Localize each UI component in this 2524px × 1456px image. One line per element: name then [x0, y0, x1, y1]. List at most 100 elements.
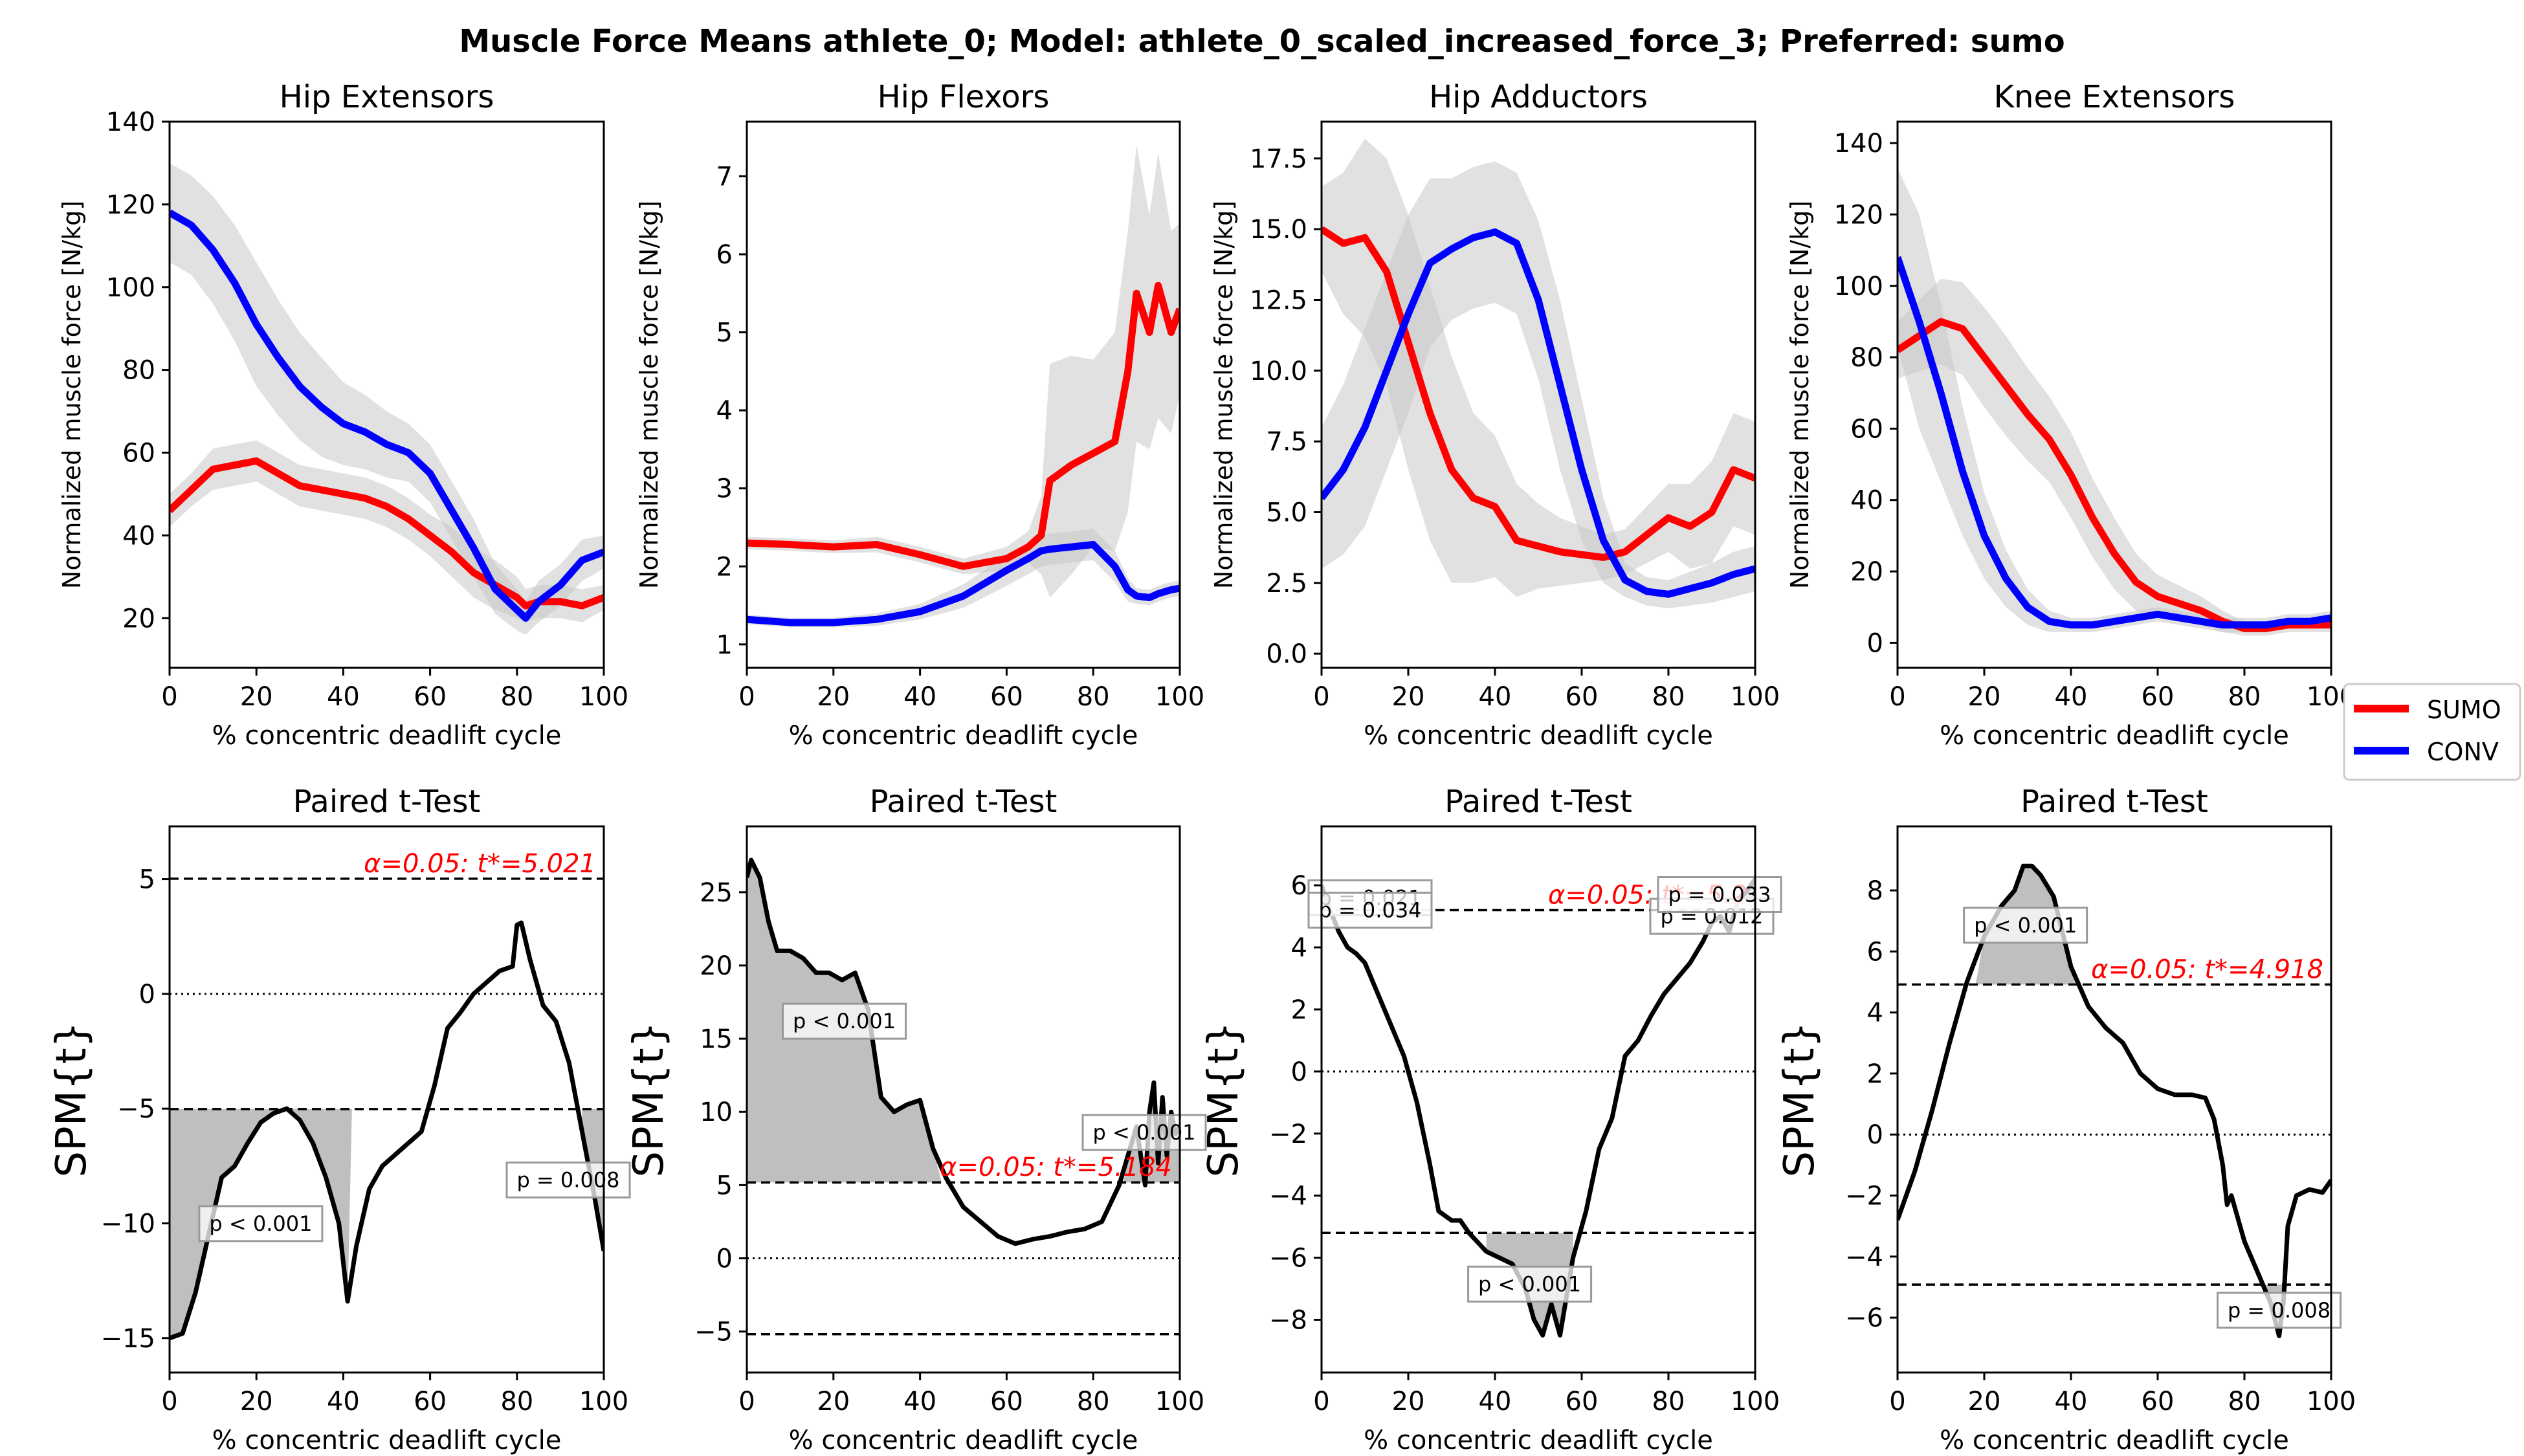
- panel-force-3: 0 20 40 60 80 100 0.0 2.5 5.0 7.5 10.0 12.5 15.0 17.5…: [1210, 79, 1780, 751]
- cluster-p-box: [198, 1205, 324, 1242]
- y-tick-label: 2: [1867, 1059, 1883, 1089]
- y-tick-label: 17.5: [1250, 144, 1307, 174]
- legend-label-sumo: SUMO: [2427, 696, 2501, 724]
- y-tick-label: −6: [1845, 1303, 1883, 1333]
- series-line-conv: [747, 540, 1180, 626]
- y-tick-label: −2: [1269, 1120, 1307, 1149]
- spm-curve: [170, 920, 604, 1341]
- sd-band-sumo: [1322, 138, 1755, 597]
- y-tick-label: 0: [139, 980, 155, 1009]
- y-tick-label: 20: [1850, 557, 1883, 587]
- y-tick-label: 20: [700, 951, 733, 981]
- y-tick-label: 140: [106, 107, 155, 137]
- x-tick-label: 0: [1889, 1387, 1905, 1417]
- y-tick-label: −5: [117, 1094, 155, 1124]
- x-tick-label: 40: [1479, 1387, 1512, 1417]
- x-tick-label: 20: [1968, 682, 2001, 712]
- y-tick-label: 80: [122, 356, 155, 386]
- y-tick-label: 1: [716, 630, 733, 660]
- x-tick-label: 80: [500, 682, 533, 712]
- x-tick-label: 0: [738, 682, 755, 712]
- x-tick-label: 80: [1077, 682, 1110, 712]
- x-tick-label: 40: [327, 1387, 360, 1417]
- x-tick-label: 60: [990, 682, 1023, 712]
- cluster-p-box: [505, 1161, 631, 1198]
- x-tick-label: 100: [579, 682, 628, 712]
- cluster-p-box: [1657, 876, 1782, 913]
- cluster-p-value: p = 0.033: [1668, 883, 1771, 907]
- panel-force-1: 0 20 40 60 80 100 20 40 60 80 100 120 140 Hip Extenso…: [58, 79, 628, 751]
- subplot-title: Hip Adductors: [1429, 79, 1648, 115]
- axes-frame: [168, 825, 605, 1374]
- threshold-label: α=0.05: t*=5.021: [364, 849, 596, 879]
- x-tick-label: 20: [817, 1387, 850, 1417]
- series-line-conv: [1322, 228, 1755, 598]
- y-tick-label: 60: [122, 439, 155, 469]
- x-tick-label: 60: [1566, 682, 1599, 712]
- plot-area: [1322, 138, 1755, 609]
- x-tick-label: 0: [1313, 1387, 1329, 1417]
- legend-label-conv: CONV: [2427, 738, 2499, 766]
- x-tick-label: 0: [738, 1387, 755, 1417]
- sd-band-sumo: [747, 145, 1180, 598]
- axes-frame: [168, 120, 605, 669]
- x-tick-label: 100: [1155, 682, 1204, 712]
- y-tick-label: 100: [1834, 272, 1883, 302]
- x-tick-label: 20: [817, 682, 850, 712]
- cluster-p-box: [2217, 1292, 2342, 1329]
- axes-frame: [746, 825, 1181, 1374]
- plot-area: [170, 877, 604, 1341]
- x-tick-label: 100: [2307, 1387, 2356, 1417]
- y-tick-label: 3: [716, 474, 733, 504]
- cluster-p-value: p < 0.001: [1092, 1120, 1195, 1145]
- cluster-p-value: p = 0.034: [1318, 898, 1421, 922]
- axes-frame: [1896, 825, 2332, 1374]
- cluster-p-box: [1467, 1265, 1593, 1303]
- series-line-sumo: [1898, 318, 2331, 632]
- sd-band-conv: [747, 529, 1180, 628]
- y-tick-label: 0: [1867, 628, 1883, 658]
- series-line-sumo: [1322, 226, 1755, 561]
- y-tick-label: −4: [1845, 1242, 1883, 1272]
- x-tick-label: 100: [1731, 682, 1780, 712]
- x-tick-label: 80: [2228, 1387, 2261, 1417]
- y-tick-label: 20: [122, 604, 155, 634]
- x-tick-label: 40: [327, 682, 360, 712]
- x-tick-label: 60: [1566, 1387, 1599, 1417]
- x-tick-label: 60: [990, 1387, 1023, 1417]
- subplot-title: Hip Flexors: [878, 79, 1050, 115]
- y-axis-label: SPM{t}: [625, 1022, 673, 1178]
- y-axis-label: Normalized muscle force [N/kg]: [1786, 201, 1814, 589]
- cluster-p-box: [782, 1002, 907, 1040]
- x-tick-label: 100: [1731, 1387, 1780, 1417]
- y-tick-label: 120: [106, 190, 155, 220]
- subplot-title: Paired t-Test: [870, 784, 1057, 820]
- cluster-p-value: p = 0.008: [2228, 1298, 2330, 1323]
- y-tick-label: 2: [1291, 995, 1307, 1025]
- y-axis-label: Normalized muscle force [N/kg]: [635, 201, 663, 589]
- y-tick-label: 7: [716, 162, 733, 192]
- y-tick-label: 0: [1867, 1120, 1883, 1150]
- x-axis-label: % concentric deadlift cycle: [1940, 1426, 2289, 1455]
- panel-force-2: 0 20 40 60 80 100 1 2 3 4 5 6 7 Hip Flexors % concentr…: [635, 79, 1204, 751]
- x-tick-label: 0: [1889, 682, 1905, 712]
- x-tick-label: 20: [1968, 1387, 2001, 1417]
- x-tick-label: 100: [1155, 1387, 1204, 1417]
- y-tick-label: −8: [1269, 1305, 1307, 1335]
- cluster-p-box: [1307, 891, 1433, 929]
- y-tick-label: 80: [1850, 343, 1883, 373]
- axes-frame: [1320, 120, 1756, 669]
- y-tick-label: 15: [700, 1024, 733, 1054]
- x-tick-label: 40: [903, 1387, 936, 1417]
- y-tick-label: 40: [1850, 486, 1883, 516]
- x-tick-label: 0: [161, 1387, 177, 1417]
- figure-title: Muscle Force Means athlete_0; Model: ath…: [459, 23, 2065, 60]
- x-axis-label: % concentric deadlift cycle: [212, 721, 562, 751]
- y-tick-label: −4: [1269, 1182, 1307, 1211]
- plot-area: [747, 857, 1180, 1336]
- x-tick-label: 40: [1479, 682, 1512, 712]
- cluster-p-value: p < 0.001: [209, 1211, 312, 1236]
- y-tick-label: −15: [101, 1324, 155, 1354]
